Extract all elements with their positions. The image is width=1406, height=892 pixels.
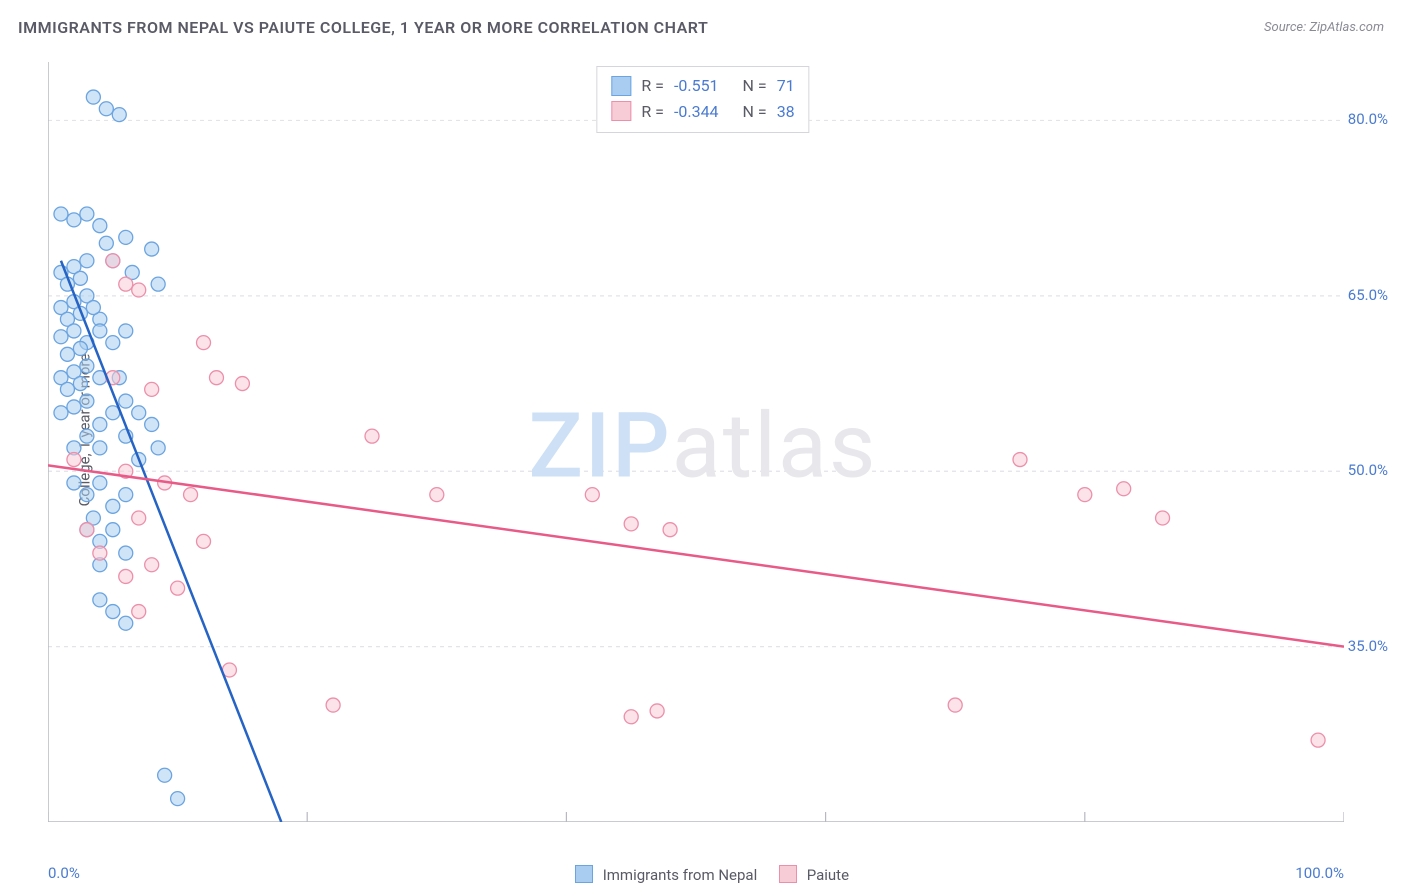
r-value-0: -0.551	[674, 73, 719, 99]
y-tick-label: 50.0%	[1348, 461, 1388, 479]
r-value-1: -0.344	[674, 99, 719, 125]
bottom-label-0: Immigrants from Nepal	[603, 866, 758, 884]
source-name: ZipAtlas.com	[1309, 20, 1384, 35]
legend-row-0: R = -0.551 N = 71	[611, 73, 794, 99]
source-label: Source:	[1264, 20, 1309, 35]
n-label-0: N =	[743, 73, 767, 99]
legend-swatch-0	[611, 76, 631, 96]
correlation-legend: R = -0.551 N = 71 R = -0.344 N = 38	[596, 66, 809, 133]
bottom-swatch-1	[779, 865, 797, 883]
y-tick-label: 65.0%	[1348, 286, 1388, 304]
bottom-label-1: Paiute	[807, 866, 849, 884]
y-tick-label: 80.0%	[1348, 110, 1388, 128]
r-label-1: R =	[641, 99, 664, 125]
r-label-0: R =	[641, 73, 664, 99]
source-attribution: Source: ZipAtlas.com	[1264, 20, 1384, 35]
y-tick-label: 35.0%	[1348, 637, 1388, 655]
legend-row-1: R = -0.344 N = 38	[611, 99, 794, 125]
n-value-0: 71	[777, 73, 795, 99]
scatter-plot	[48, 62, 1344, 822]
chart-title: IMMIGRANTS FROM NEPAL VS PAIUTE COLLEGE,…	[18, 18, 708, 37]
legend-swatch-1	[611, 101, 631, 121]
bottom-swatch-0	[575, 865, 593, 883]
n-value-1: 38	[777, 99, 795, 125]
series-legend: Immigrants from Nepal Paiute	[0, 865, 1406, 884]
n-label-1: N =	[743, 99, 767, 125]
